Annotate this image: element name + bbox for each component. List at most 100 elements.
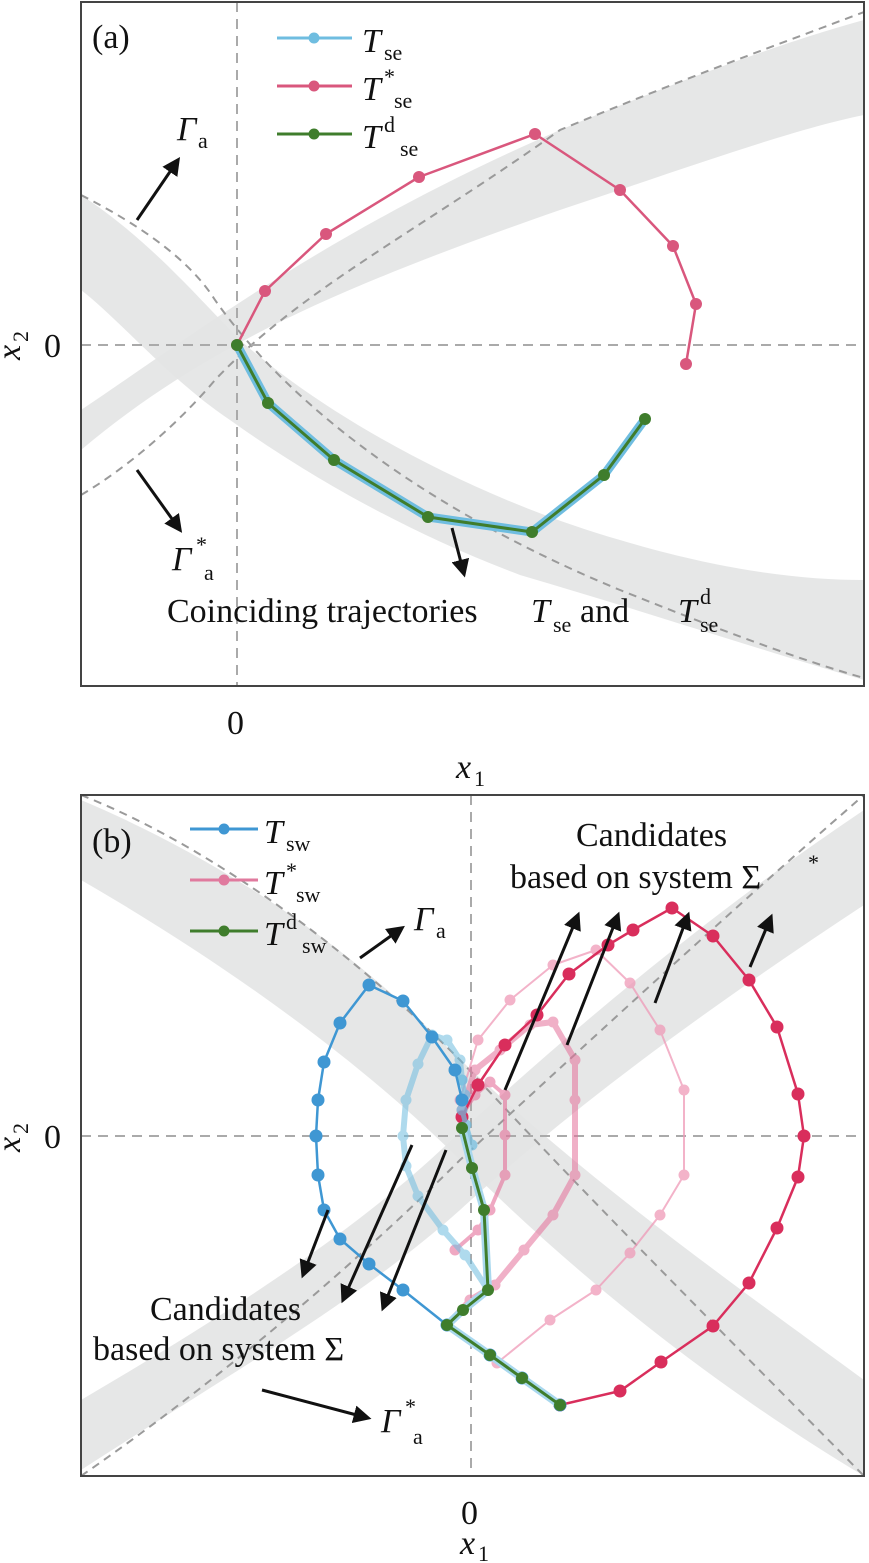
legend-b-item-tsw: T sw bbox=[190, 814, 311, 856]
gamma-a-label-sym: Γ bbox=[176, 111, 198, 148]
trajectory-tsw-candidate-2-point bbox=[454, 1054, 466, 1066]
x-label-b-sym: x bbox=[459, 1525, 475, 1562]
trajectory-tsw-star-candidate-2-point bbox=[569, 1094, 581, 1106]
trajectory-tsw-star-point bbox=[471, 1078, 485, 1092]
trajectory-tsw-candidate-2-point bbox=[437, 1224, 449, 1236]
candidates-line2: based on system Σ bbox=[93, 1331, 344, 1368]
trajectory-tsw-star-candidate-1-point bbox=[590, 1284, 602, 1296]
trajectory-tsw-d-point bbox=[441, 1319, 453, 1331]
y-label-a-sub: 2 bbox=[8, 331, 33, 342]
trajectory-tsw-star-candidate-1-point bbox=[544, 1314, 556, 1326]
trajectory-tsw-star-candidate-1-point bbox=[624, 977, 636, 989]
trajectory-tsw-star-candidate-3-point bbox=[499, 1129, 511, 1141]
gamma-star-a-boundary-b bbox=[81, 795, 864, 1476]
trajectory-tsw-d-point bbox=[484, 1349, 496, 1361]
trajectory-tsw-star-candidate-3-point bbox=[484, 1076, 496, 1088]
legend-b-tsw-d-sup: d bbox=[286, 909, 297, 934]
trajectory-tsw-point bbox=[455, 1093, 469, 1107]
candidate-arrow-1 bbox=[299, 1209, 330, 1279]
trajectory-tsw-point bbox=[333, 1016, 347, 1030]
trajectory-tse-star-point bbox=[667, 240, 679, 252]
x-label-b-sub: 1 bbox=[478, 1541, 489, 1563]
x-tick-zero-b: 0 bbox=[461, 1495, 478, 1532]
trajectory-tsw-star-point bbox=[706, 1319, 720, 1333]
trajectory-tsw-star-candidate-2-point bbox=[518, 1244, 530, 1256]
trajectory-tsw-d-point bbox=[478, 1204, 490, 1216]
legend-b-tsw-d-sym: T bbox=[264, 916, 285, 953]
coinciding-t2-sup: d bbox=[700, 584, 711, 609]
trajectory-tsw-candidate-2-point bbox=[400, 1094, 412, 1106]
legend-b-tsw-star-sub: sw bbox=[296, 882, 321, 907]
trajectory-tse-d-point bbox=[526, 526, 538, 538]
y-tick-zero-b: 0 bbox=[44, 1119, 61, 1156]
legend-a-tse-d-sym: T bbox=[362, 119, 383, 156]
gamma-a-arrow-b bbox=[359, 925, 405, 960]
legend-b-tsw-sym: T bbox=[264, 814, 285, 851]
legend-b-item-tsw-star: T * sw bbox=[190, 858, 321, 907]
trajectory-tsw-star-candidate-1-point bbox=[472, 1034, 484, 1046]
legend-b-tsw-d-sub: sw bbox=[302, 933, 327, 958]
trajectory-tsw-star-point bbox=[770, 1221, 784, 1235]
trajectory-tsw-star-point bbox=[626, 923, 640, 937]
legend-a-item-tse-star: T * se bbox=[277, 64, 412, 113]
legend-a-item-tse-d: T d se bbox=[277, 112, 418, 161]
coinciding-mid: and bbox=[580, 593, 629, 630]
trajectory-tsw-candidate-2-point bbox=[441, 1034, 453, 1046]
legend-b-tsw-sub: sw bbox=[286, 831, 311, 856]
trajectory-tse-d-point bbox=[639, 413, 651, 425]
coinciding-t2-sub: se bbox=[700, 612, 718, 637]
trajectory-tsw-point bbox=[396, 994, 410, 1008]
trajectory-tse-star-point bbox=[529, 128, 541, 140]
trajectory-tse-d-point bbox=[231, 339, 243, 351]
trajectory-tse-star-point bbox=[320, 228, 332, 240]
plot-frame-b bbox=[80, 794, 865, 1477]
gamma-star-a-b-label-sub: a bbox=[413, 1424, 423, 1449]
candidate-arrow-2 bbox=[340, 1144, 414, 1304]
coinciding-t1-sub: se bbox=[553, 612, 571, 637]
legend-a-item-tse: T se bbox=[277, 23, 402, 65]
trajectory-tsw-star-candidate-1-point bbox=[654, 1024, 666, 1036]
trajectory-tsw-d-point bbox=[457, 1304, 469, 1316]
trajectories-a bbox=[231, 128, 702, 538]
candidate-star-arrow-3 bbox=[653, 911, 692, 1004]
y-tick-zero-a: 0 bbox=[44, 328, 61, 365]
trajectory-tsw-star-candidate-2-point bbox=[469, 1064, 481, 1076]
y-label-b: x 2 bbox=[0, 1123, 33, 1153]
gamma-star-a-arrow-b bbox=[261, 1388, 372, 1424]
trajectory-tsw-star-candidate-2-point bbox=[547, 1209, 559, 1221]
trajectory-tsw-point bbox=[333, 1232, 347, 1246]
y-label-b-sub: 2 bbox=[8, 1123, 33, 1134]
trajectory-tsw-star-candidate-3-point bbox=[499, 1089, 511, 1101]
trajectory-tsw-point bbox=[362, 978, 376, 992]
trajectory-tsw-star-candidate-1-point bbox=[504, 994, 516, 1006]
trajectory-tsw-point bbox=[317, 1055, 331, 1069]
trajectory-tsw-star-point bbox=[742, 973, 756, 987]
trajectory-tsw-d-point bbox=[516, 1372, 528, 1384]
trajectory-tsw-candidate-2-point bbox=[459, 1249, 471, 1261]
legend-b: T sw T * sw T d sw bbox=[190, 814, 327, 958]
panel-b: T sw T * sw T d sw (b) Γ a Γ bbox=[0, 794, 865, 1563]
trajectory-tsw-star-candidate-1-point bbox=[678, 1084, 690, 1096]
trajectory-tse-star-point bbox=[680, 358, 692, 370]
candidate-star-arrow-2 bbox=[565, 911, 622, 1046]
trajectory-tse-d-point bbox=[262, 397, 274, 409]
trajectory-tsw-star-candidate-1-point bbox=[624, 1247, 636, 1259]
legend-a-tse-sym: T bbox=[362, 23, 383, 60]
gamma-star-a-arrow bbox=[135, 469, 183, 533]
trajectory-tsw-point bbox=[317, 1203, 331, 1217]
trajectory-tsw-d-point bbox=[554, 1399, 566, 1411]
legend-a-tse-d-sub: se bbox=[400, 136, 418, 161]
trajectory-tsw-candidate-2-point bbox=[412, 1190, 424, 1202]
panel-b-label: (b) bbox=[92, 823, 132, 860]
trajectory-tsw-star-candidate-1-point bbox=[678, 1169, 690, 1181]
trajectory-tsw-point bbox=[396, 1283, 410, 1297]
coinciding-t1: T bbox=[531, 593, 552, 630]
legend-b-tsw-star-sym: T bbox=[264, 865, 285, 902]
trajectory-tsw-d-point bbox=[466, 1162, 478, 1174]
gamma-star-a-label-sym: Γ bbox=[171, 541, 193, 578]
candidates-star-sup: * bbox=[808, 850, 819, 875]
candidate-arrow-3 bbox=[379, 1149, 448, 1312]
trajectory-tsw-star-point bbox=[562, 967, 576, 981]
trajectory-tsw-star-candidate-3-point bbox=[499, 1169, 511, 1181]
panel-a: T se T * se T d se (a) Γ a Γ bbox=[0, 1, 865, 791]
